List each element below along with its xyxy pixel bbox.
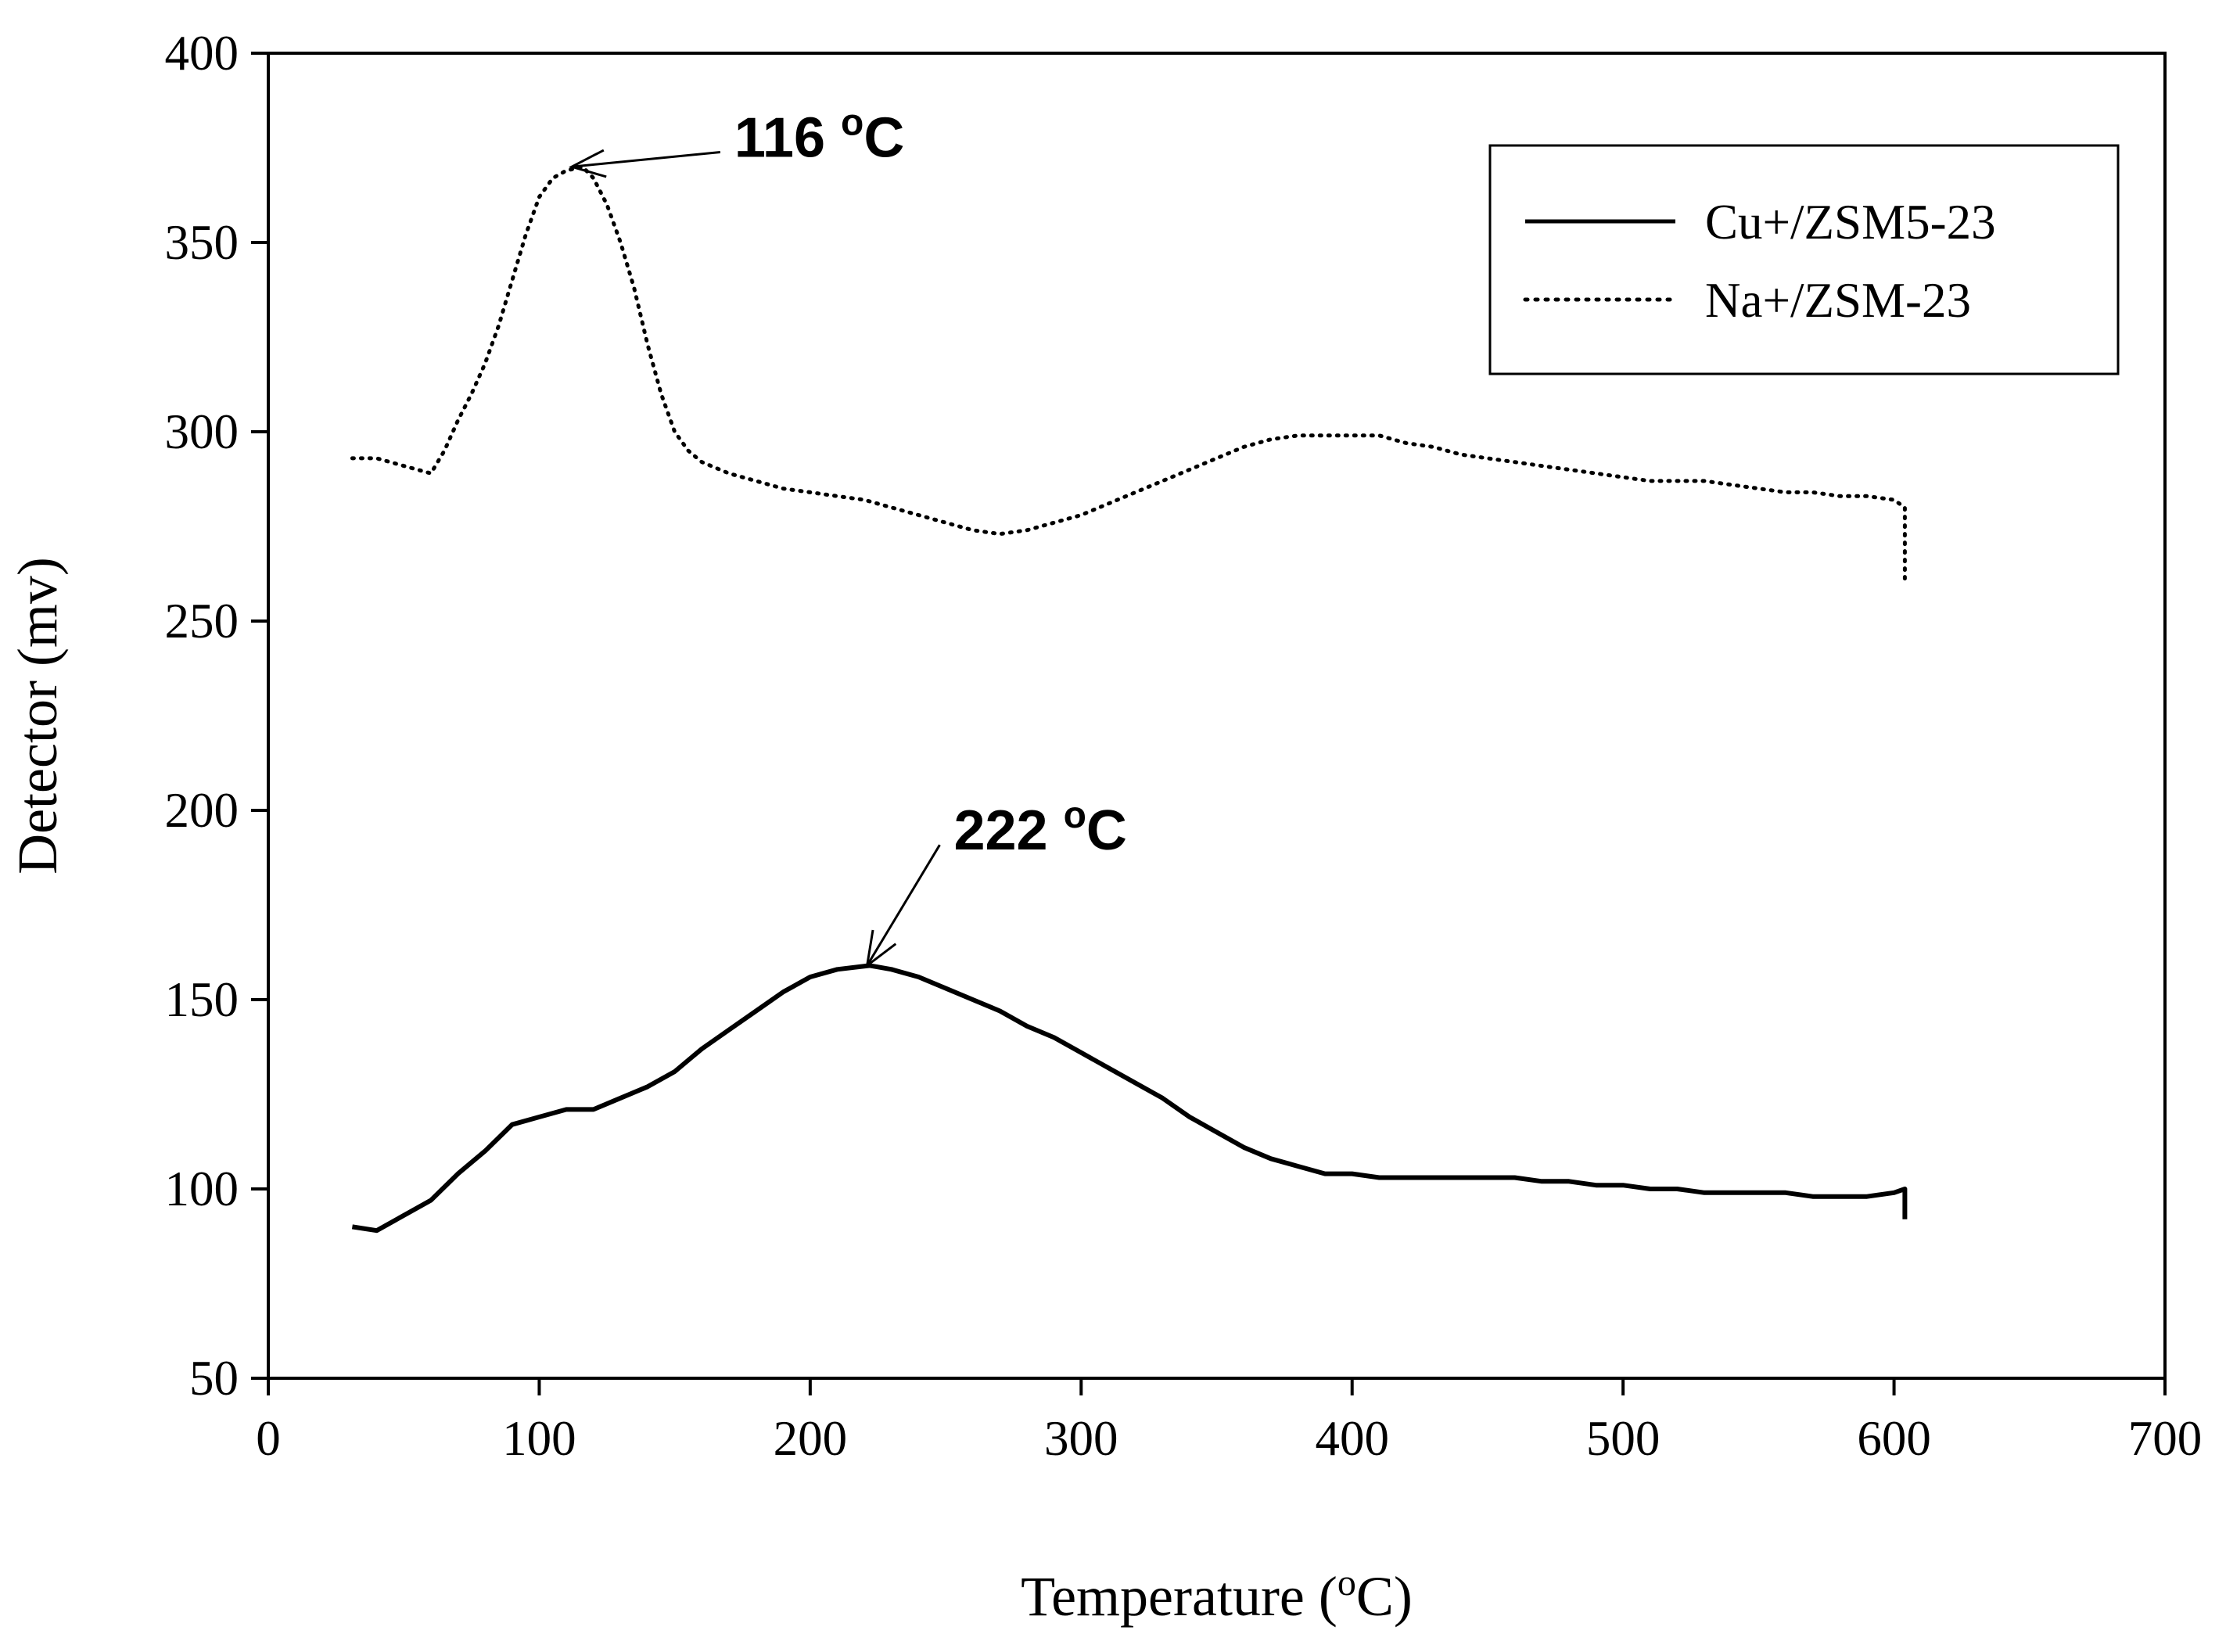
series-layer (350, 164, 1908, 1234)
legend-box (1488, 144, 2120, 375)
annotation-arrow-line (866, 844, 941, 967)
annotation-arrow-head (568, 149, 607, 178)
x-tick-label: 300 (1044, 1411, 1118, 1466)
y-tick-label: 300 (165, 404, 239, 459)
annotation-label: 116 oC (734, 102, 905, 169)
legend-label-na-zsm-23: Na+/ZSM-23 (1705, 273, 1971, 328)
x-tick-label: 400 (1315, 1411, 1389, 1466)
annotation-arrow-head (865, 929, 897, 968)
y-tick-label: 150 (165, 972, 239, 1027)
x-tick-label: 0 (256, 1411, 281, 1466)
series-line-na-zsm-23 (350, 164, 1907, 586)
annotation-unit: C (863, 106, 904, 169)
annotation-unit: C (1086, 799, 1127, 862)
x-tick-label: 600 (1857, 1411, 1931, 1466)
annotation-unit-sup: o (1064, 795, 1086, 836)
x-tick-label: 500 (1586, 1411, 1661, 1466)
y-tick-label: 350 (165, 215, 239, 270)
legend-label-cu-zsm5-23: Cu+/ZSM5-23 (1705, 195, 1996, 250)
annotation-value: 222 (953, 799, 1063, 862)
series-line-cu-zsm5-23 (351, 963, 1908, 1234)
y-axis-ticks: 50 100 150 200 250 300 350 400 (165, 26, 268, 1406)
x-tick-label: 700 (2128, 1411, 2203, 1466)
y-tick-label: 50 (189, 1351, 239, 1406)
x-axis-title-sup: o (1337, 1562, 1356, 1604)
x-tick-label: 200 (774, 1411, 848, 1466)
annotation-label: 222 oC (953, 795, 1126, 862)
annotation-arrow-line (571, 150, 721, 168)
x-axis-ticks: 0 100 200 300 400 500 600 700 (256, 1378, 2202, 1466)
annotation-value: 116 (734, 106, 841, 169)
x-axis-title-suffix: C) (1356, 1565, 1413, 1628)
x-axis-title-prefix: Temperature ( (1021, 1565, 1337, 1628)
y-tick-label: 250 (165, 594, 239, 648)
y-tick-label: 100 (165, 1162, 239, 1216)
y-axis-title: Detector (mv) (6, 557, 69, 874)
plot-area (267, 52, 2167, 1380)
legend: Cu+/ZSM5-23 Na+/ZSM-23 (1488, 144, 2120, 375)
x-axis-title: Temperature (oC) (1021, 1562, 1413, 1628)
y-tick-label: 200 (165, 783, 239, 838)
x-tick-label: 100 (502, 1411, 576, 1466)
annotation-unit-sup: o (841, 102, 863, 143)
y-tick-label: 400 (165, 26, 239, 81)
